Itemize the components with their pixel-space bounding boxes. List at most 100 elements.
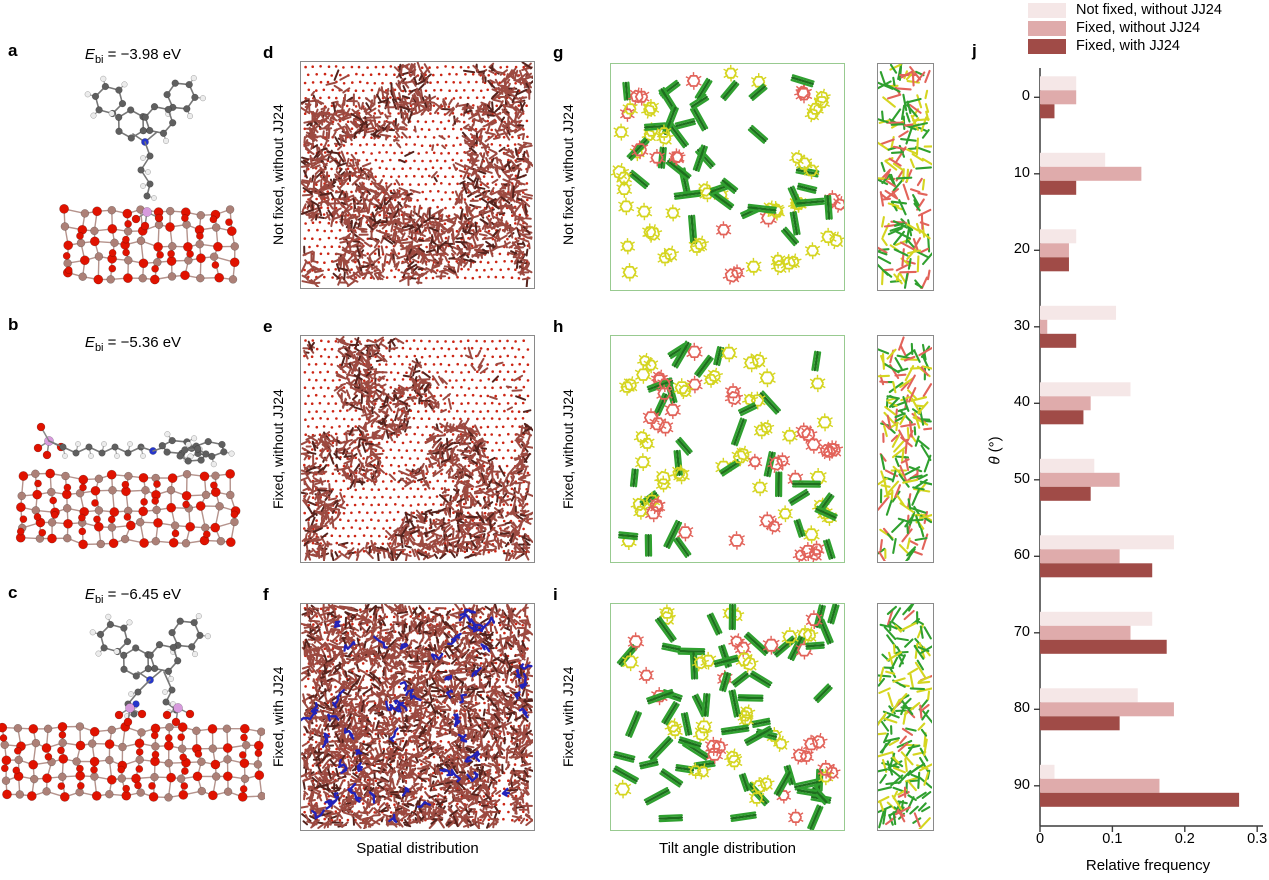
- hist-bar-theta0-series0: [1040, 76, 1077, 91]
- legend-swatch-mid: [1028, 20, 1066, 36]
- hist-bar-theta70-series1: [1040, 625, 1131, 640]
- chart-legend: Not fixed, without JJ24 Fixed, without J…: [1028, 1, 1222, 55]
- hist-bar-theta40-series1: [1040, 396, 1091, 411]
- binding-energy-a: Ebi = −3.98 eV: [8, 46, 258, 66]
- molecule-on-surface-a: [59, 75, 240, 285]
- hist-bar-theta30-series0: [1040, 305, 1117, 320]
- tilt-topview-i: [610, 603, 845, 831]
- molecule-on-surface-c: [0, 613, 265, 802]
- energy-subscript: bi: [94, 594, 104, 606]
- hist-bar-theta20-series2: [1040, 257, 1069, 272]
- energy-symbol: E: [84, 46, 95, 63]
- panel-letter-j: j: [972, 41, 977, 60]
- spatial-snapshot-f: [300, 603, 535, 831]
- hist-bar-theta20-series0: [1040, 229, 1077, 244]
- legend-item-fixed-without-jj24: Fixed, without JJ24: [1028, 19, 1222, 37]
- legend-item-not-fixed-without-jj24: Not fixed, without JJ24: [1028, 1, 1222, 19]
- legend-label: Not fixed, without JJ24: [1076, 2, 1222, 18]
- panel-letter-f: f: [263, 585, 269, 604]
- theta-tick-label: 30: [1013, 317, 1030, 334]
- panel-letter-h: h: [553, 317, 564, 336]
- theta-tick-label: 80: [1013, 700, 1030, 717]
- row-label-h: Fixed, without JJ24: [560, 389, 576, 509]
- energy-value: = −5.36 eV: [103, 334, 182, 351]
- theta-tick-label: 50: [1013, 470, 1030, 487]
- panel-letter-b: b: [8, 315, 19, 334]
- molecule-on-surface-b: [15, 422, 241, 550]
- legend-swatch-dark: [1028, 38, 1066, 54]
- hist-bar-theta50-series0: [1040, 458, 1095, 473]
- x-axis-tick-label: 0.3: [1247, 831, 1268, 847]
- hist-bar-theta10-series1: [1040, 166, 1142, 181]
- theta-tick-label: 40: [1013, 394, 1030, 411]
- hist-bar-theta90-series2: [1040, 792, 1240, 807]
- hist-bar-theta50-series1: [1040, 472, 1120, 487]
- row-label-g: Not fixed, without JJ24: [560, 104, 576, 246]
- energy-value: = −6.45 eV: [103, 586, 182, 603]
- legend-label: Fixed, without JJ24: [1076, 20, 1201, 36]
- hist-bar-theta0-series2: [1040, 104, 1055, 119]
- panel-letter-a: a: [8, 41, 18, 60]
- hist-bar-theta60-series0: [1040, 535, 1174, 550]
- binding-energy-c: Ebi = −6.45 eV: [8, 586, 258, 606]
- x-axis-tick-label: 0.1: [1102, 831, 1123, 847]
- tilt-topview-h: [610, 335, 845, 563]
- hist-bar-theta60-series2: [1040, 563, 1153, 578]
- hist-bar-theta90-series1: [1040, 778, 1160, 793]
- energy-subscript: bi: [94, 342, 104, 354]
- panel-letter-c: c: [8, 583, 18, 602]
- legend-swatch-light: [1028, 2, 1066, 18]
- spatial-snapshot-e: [300, 335, 535, 563]
- x-axis-tick-label: 0.2: [1174, 831, 1195, 847]
- energy-subscript: bi: [94, 54, 104, 66]
- hist-bar-theta70-series0: [1040, 611, 1153, 626]
- hist-bar-theta90-series0: [1040, 764, 1055, 779]
- legend-label: Fixed, with JJ24: [1076, 38, 1180, 54]
- legend-item-fixed-with-jj24: Fixed, with JJ24: [1028, 37, 1222, 55]
- spatial-caption: Spatial distribution: [356, 840, 479, 857]
- panel-letter-e: e: [263, 317, 273, 336]
- panel-letter-i: i: [553, 585, 558, 604]
- theta-tick-label: 90: [1013, 776, 1030, 793]
- tilt-sideview-h: [877, 335, 934, 563]
- energy-value: = −3.98 eV: [103, 46, 182, 63]
- tilt-angle-histogram: [1034, 68, 1263, 832]
- hist-bar-theta80-series2: [1040, 716, 1120, 731]
- tilt-caption: Tilt angle distribution: [658, 840, 796, 857]
- row-label-i: Fixed, with JJ24: [560, 666, 576, 768]
- panel-letter-g: g: [553, 43, 564, 62]
- tilt-topview-g: [610, 63, 845, 291]
- binding-energy-b: Ebi = −5.36 eV: [8, 334, 258, 354]
- tilt-sideview-g: [877, 63, 934, 291]
- hist-bar-theta20-series1: [1040, 243, 1069, 258]
- theta-tick-label: 60: [1013, 547, 1030, 564]
- energy-symbol: E: [84, 586, 95, 603]
- hist-bar-theta60-series1: [1040, 549, 1120, 564]
- hist-bar-theta40-series2: [1040, 410, 1084, 425]
- panel-letter-d: d: [263, 43, 274, 62]
- row-label-d: Not fixed, without JJ24: [270, 104, 286, 246]
- hist-bar-theta10-series2: [1040, 180, 1077, 195]
- tilt-sideview-i: [877, 603, 934, 831]
- theta-tick-label: 20: [1013, 241, 1030, 258]
- spatial-snapshot-d: [300, 61, 535, 289]
- theta-symbol: θ: [986, 456, 1004, 465]
- theta-tick-label: 70: [1013, 623, 1030, 640]
- theta-units: (°): [986, 436, 1004, 457]
- hist-bar-theta0-series1: [1040, 90, 1077, 105]
- hist-bar-theta80-series0: [1040, 688, 1138, 703]
- row-label-e: Fixed, without JJ24: [270, 389, 286, 509]
- theta-tick-label: 0: [1021, 88, 1030, 105]
- x-axis-title: Relative frequency: [1085, 857, 1211, 874]
- row-label-f: Fixed, with JJ24: [270, 666, 286, 768]
- hist-bar-theta30-series1: [1040, 319, 1048, 334]
- hist-bar-theta80-series1: [1040, 702, 1174, 717]
- energy-symbol: E: [84, 334, 95, 351]
- hist-bar-theta30-series2: [1040, 333, 1077, 348]
- hist-bar-theta10-series0: [1040, 152, 1106, 167]
- x-axis-tick-label: 0: [1035, 831, 1045, 847]
- theta-tick-label: 10: [1013, 164, 1030, 181]
- hist-bar-theta70-series2: [1040, 639, 1167, 654]
- hist-bar-theta50-series2: [1040, 486, 1091, 501]
